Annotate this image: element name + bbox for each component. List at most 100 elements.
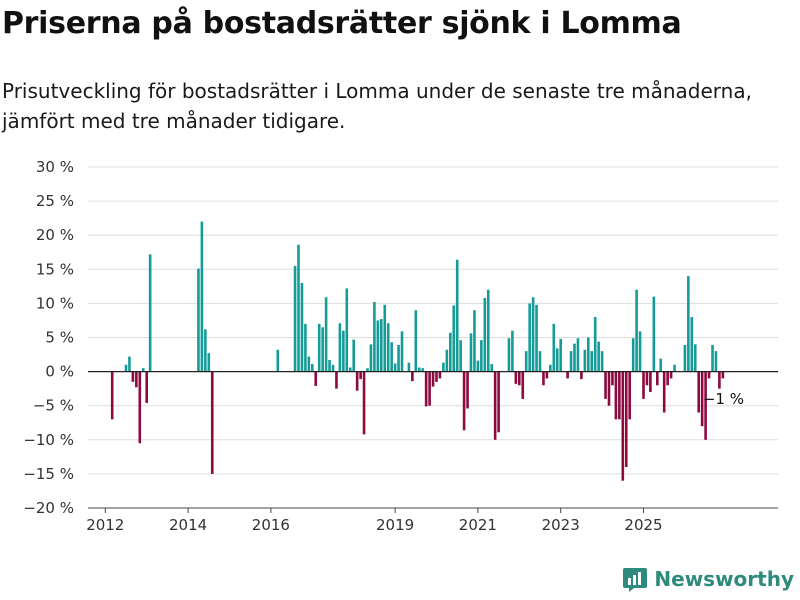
- bar: [297, 244, 300, 372]
- brand: Newsworthy: [622, 566, 794, 592]
- bar: [514, 371, 518, 384]
- bar: [380, 319, 383, 372]
- bar: [662, 371, 666, 413]
- y-tick-label: 0 %: [45, 363, 74, 381]
- bar: [507, 338, 511, 372]
- bar: [200, 221, 204, 372]
- x-tick-label: 2019: [376, 516, 414, 534]
- bar: [486, 289, 490, 372]
- bar: [362, 371, 366, 435]
- bar: [407, 362, 411, 372]
- y-tick-label: 25 %: [36, 192, 74, 210]
- bar: [718, 371, 721, 389]
- bar: [417, 367, 421, 372]
- bar: [476, 360, 480, 372]
- bar: [659, 358, 663, 372]
- grid-lines: [88, 166, 778, 509]
- bar: [631, 338, 635, 372]
- bar: [321, 327, 324, 372]
- bar: [531, 297, 535, 372]
- x-tick-label: 2023: [542, 516, 580, 534]
- bar: [490, 364, 493, 372]
- bar: [421, 368, 424, 372]
- bar: [524, 351, 528, 372]
- bar: [390, 342, 393, 372]
- bar: [124, 364, 128, 372]
- bar: [424, 371, 428, 407]
- bar: [400, 331, 404, 372]
- y-tick-label: −10 %: [23, 431, 74, 449]
- bar: [549, 364, 552, 372]
- bar: [642, 371, 645, 399]
- bar: [138, 371, 142, 444]
- bar: [442, 362, 445, 372]
- y-tick-label: 5 %: [45, 329, 74, 347]
- bar: [576, 338, 580, 372]
- bar: [545, 371, 549, 379]
- bar: [293, 265, 297, 372]
- last-value-label: −1 %: [703, 390, 744, 408]
- bar: [466, 371, 469, 409]
- bar: [314, 371, 318, 386]
- bar: [304, 323, 307, 372]
- bar: [614, 371, 618, 420]
- bar: [721, 371, 725, 379]
- bar: [469, 333, 473, 372]
- bar: [573, 343, 576, 372]
- bar: [493, 371, 497, 440]
- bar: [145, 371, 148, 403]
- annotations: −1 %: [703, 390, 744, 408]
- bar: [366, 368, 369, 372]
- bar: [352, 339, 355, 372]
- bar: [597, 341, 600, 372]
- bar: [552, 323, 556, 372]
- bar: [555, 348, 559, 372]
- bar: [666, 371, 669, 386]
- bar: [452, 305, 456, 372]
- y-tick-label: −15 %: [23, 465, 74, 483]
- y-tick-label: 10 %: [36, 294, 74, 312]
- bar: [369, 344, 373, 372]
- bar: [411, 371, 414, 382]
- bar: [700, 371, 704, 427]
- y-tick-label: 15 %: [36, 260, 74, 278]
- bar: [511, 330, 514, 372]
- bar: [331, 364, 335, 372]
- bar: [435, 371, 438, 382]
- bar: [483, 297, 487, 372]
- bar: [656, 371, 659, 386]
- bars: [110, 221, 725, 481]
- y-tick-label: 20 %: [36, 226, 74, 244]
- bar: [690, 317, 694, 372]
- bar: [345, 288, 349, 372]
- bar: [307, 356, 311, 372]
- bar: [393, 363, 397, 372]
- bar: [587, 337, 590, 372]
- bar: [462, 371, 466, 431]
- bar: [638, 331, 642, 372]
- bar: [528, 303, 531, 372]
- bar: [635, 289, 638, 372]
- bar: [128, 356, 131, 372]
- bar: [611, 371, 614, 386]
- bar: [704, 371, 707, 440]
- bar: [455, 259, 459, 372]
- bar: [300, 282, 304, 372]
- newsworthy-logo-icon: [623, 568, 648, 592]
- bar: [328, 360, 331, 372]
- bar: [431, 371, 435, 387]
- bar: [459, 340, 462, 372]
- bar: [687, 276, 690, 372]
- bar: [438, 371, 442, 379]
- bar: [521, 371, 525, 399]
- bar: [649, 371, 652, 393]
- bar: [324, 297, 328, 372]
- bar: [535, 304, 538, 372]
- bar: [624, 371, 628, 468]
- bar: [197, 268, 200, 372]
- bar: [618, 371, 621, 420]
- brand-name: Newsworthy: [654, 567, 794, 591]
- bar: [338, 323, 342, 372]
- bar: [207, 353, 211, 372]
- bar: [652, 296, 656, 372]
